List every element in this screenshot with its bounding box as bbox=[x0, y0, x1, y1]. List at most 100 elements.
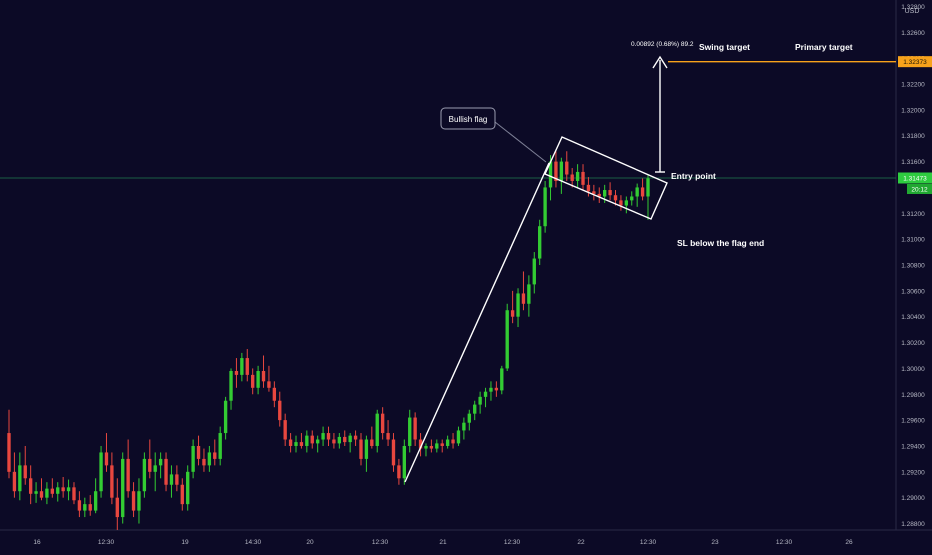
candle-body[interactable] bbox=[478, 396, 482, 405]
candle-body[interactable] bbox=[23, 465, 27, 479]
candle-body[interactable] bbox=[500, 368, 504, 391]
candle-body[interactable] bbox=[456, 430, 461, 444]
candle-body[interactable] bbox=[142, 458, 147, 492]
candle-body[interactable] bbox=[158, 458, 163, 466]
candle-body[interactable] bbox=[597, 193, 601, 197]
candle-body[interactable] bbox=[565, 161, 569, 175]
candle-body[interactable] bbox=[467, 413, 471, 423]
candle-body[interactable] bbox=[137, 491, 141, 511]
candle-body[interactable] bbox=[413, 417, 417, 440]
candle-body[interactable] bbox=[278, 400, 282, 421]
candle-body[interactable] bbox=[440, 443, 444, 446]
candle-body[interactable] bbox=[619, 200, 623, 206]
candle-body[interactable] bbox=[635, 187, 639, 197]
candle-body[interactable] bbox=[213, 452, 217, 459]
candle-body[interactable] bbox=[175, 474, 179, 485]
candle-body[interactable] bbox=[169, 474, 174, 485]
candle-body[interactable] bbox=[494, 387, 499, 391]
candle-body[interactable] bbox=[321, 433, 325, 440]
candle-body[interactable] bbox=[332, 439, 336, 444]
candle-body[interactable] bbox=[510, 310, 515, 317]
candle-body[interactable] bbox=[624, 200, 629, 206]
candle-body[interactable] bbox=[527, 284, 531, 304]
candle-body[interactable] bbox=[223, 400, 228, 434]
bullish-flag-channel[interactable] bbox=[544, 136, 668, 220]
candle-body[interactable] bbox=[483, 391, 488, 397]
candle-body[interactable] bbox=[305, 435, 309, 446]
candle-body[interactable] bbox=[72, 487, 76, 501]
candle-body[interactable] bbox=[267, 381, 271, 388]
candle-body[interactable] bbox=[272, 387, 277, 401]
candle-body[interactable] bbox=[186, 471, 190, 505]
candle-body[interactable] bbox=[391, 439, 396, 466]
candle-body[interactable] bbox=[538, 226, 542, 259]
candle-body[interactable] bbox=[104, 452, 109, 466]
candle-body[interactable] bbox=[12, 471, 17, 492]
candle-body[interactable] bbox=[34, 491, 38, 494]
candle-body[interactable] bbox=[543, 187, 547, 227]
candle-body[interactable] bbox=[196, 445, 201, 459]
candle-body[interactable] bbox=[326, 433, 331, 440]
candle-body[interactable] bbox=[83, 504, 87, 511]
candle-body[interactable] bbox=[429, 445, 434, 449]
candle-body[interactable] bbox=[310, 435, 314, 444]
candle-body[interactable] bbox=[66, 487, 71, 492]
candle-body[interactable] bbox=[489, 387, 493, 392]
candle-body[interactable] bbox=[99, 452, 103, 492]
candle-body[interactable] bbox=[402, 445, 406, 479]
candle-body[interactable] bbox=[7, 433, 11, 472]
candle-body[interactable] bbox=[148, 458, 152, 472]
candle-body[interactable] bbox=[380, 413, 385, 434]
candle-body[interactable] bbox=[397, 465, 401, 479]
candle-body[interactable] bbox=[581, 171, 585, 185]
bullish-flag-callout-box[interactable] bbox=[440, 107, 496, 130]
candle-body[interactable] bbox=[548, 161, 553, 188]
candle-body[interactable] bbox=[45, 488, 49, 498]
candle-body[interactable] bbox=[386, 433, 390, 440]
candle-body[interactable] bbox=[435, 443, 439, 449]
candle-body[interactable] bbox=[613, 195, 618, 201]
candle-body[interactable] bbox=[370, 439, 374, 446]
candle-body[interactable] bbox=[77, 500, 82, 511]
candle-body[interactable] bbox=[28, 478, 33, 494]
candle-body[interactable] bbox=[126, 458, 130, 492]
candle-body[interactable] bbox=[521, 293, 526, 304]
candle-body[interactable] bbox=[39, 491, 44, 498]
candle-body[interactable] bbox=[462, 422, 466, 431]
candle-body[interactable] bbox=[646, 178, 650, 197]
candle-body[interactable] bbox=[288, 439, 293, 446]
candle-body[interactable] bbox=[164, 458, 168, 485]
candle-body[interactable] bbox=[261, 371, 266, 382]
candle-body[interactable] bbox=[294, 442, 298, 446]
candle-body[interactable] bbox=[608, 190, 612, 196]
candle-body[interactable] bbox=[88, 504, 92, 511]
candle-body[interactable] bbox=[554, 161, 558, 181]
candle-body[interactable] bbox=[586, 184, 591, 192]
candle-body[interactable] bbox=[516, 293, 520, 317]
candle-body[interactable] bbox=[451, 439, 455, 444]
candle-body[interactable] bbox=[153, 465, 157, 472]
candle-body[interactable] bbox=[61, 487, 65, 492]
candle-body[interactable] bbox=[445, 439, 450, 446]
candle-body[interactable] bbox=[375, 413, 379, 446]
candle-body[interactable] bbox=[532, 258, 536, 285]
candle-body[interactable] bbox=[640, 187, 645, 197]
candle-body[interactable] bbox=[229, 371, 233, 401]
candle-body[interactable] bbox=[50, 488, 55, 494]
candle-body[interactable] bbox=[180, 484, 184, 505]
candle-body[interactable] bbox=[56, 487, 60, 494]
candle-body[interactable] bbox=[207, 452, 212, 466]
candle-body[interactable] bbox=[191, 445, 195, 472]
candle-body[interactable] bbox=[299, 442, 304, 446]
candle-body[interactable] bbox=[602, 190, 607, 197]
candle-body[interactable] bbox=[570, 174, 574, 181]
candle-body[interactable] bbox=[218, 433, 222, 459]
candle-body[interactable] bbox=[575, 171, 580, 181]
candle-body[interactable] bbox=[343, 436, 347, 443]
candle-body[interactable] bbox=[424, 445, 428, 449]
candle-body[interactable] bbox=[240, 358, 244, 375]
price-axis[interactable]: 1.328001.326001.324001.322001.320001.318… bbox=[901, 4, 925, 528]
candle-body[interactable] bbox=[256, 371, 260, 388]
candle-body[interactable] bbox=[121, 458, 125, 518]
